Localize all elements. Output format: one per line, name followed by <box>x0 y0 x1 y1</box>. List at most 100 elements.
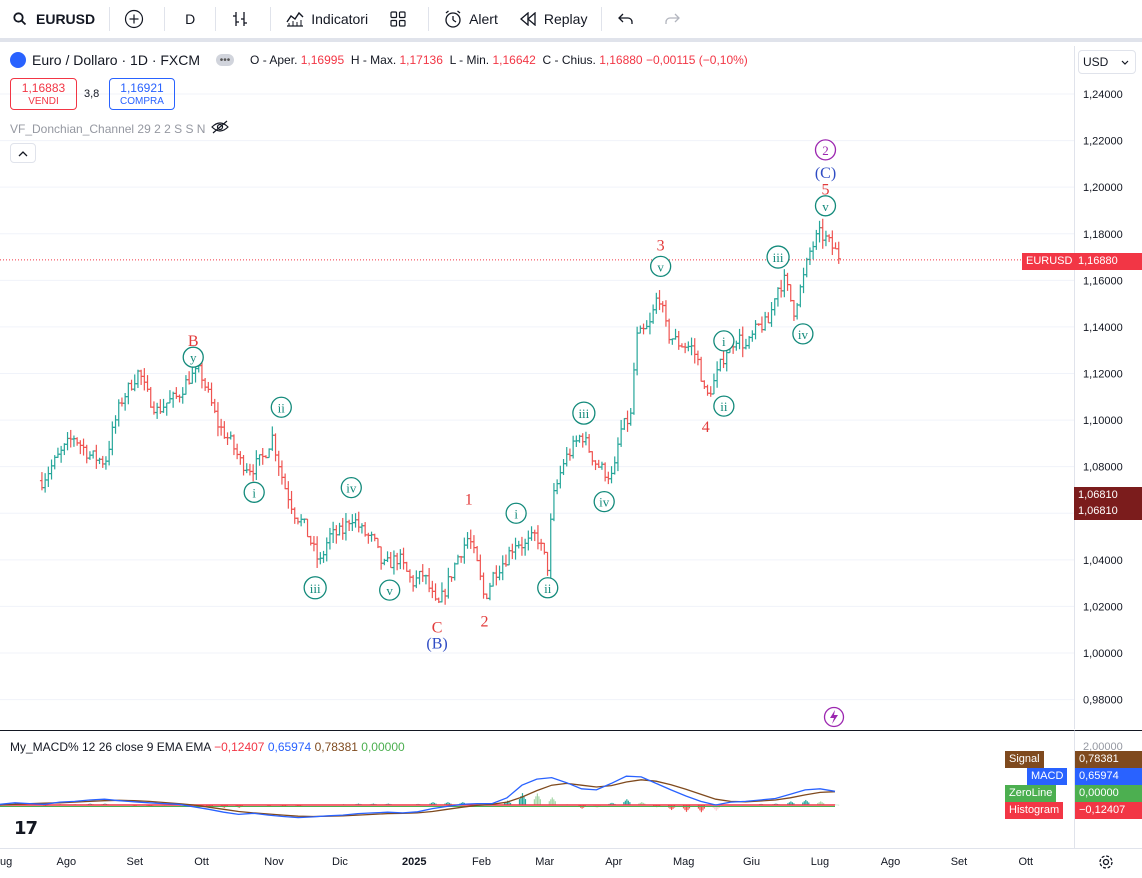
ohlc-bar <box>635 326 640 376</box>
interval-button[interactable]: D <box>169 0 211 40</box>
histogram-bar <box>823 803 825 805</box>
macd-signal-line <box>0 779 836 818</box>
wave-label: 2 <box>481 614 489 631</box>
divider <box>215 7 217 31</box>
histogram-bar <box>612 803 615 805</box>
wave-label-text: C <box>432 619 443 636</box>
price-tick-label: 1,12000 <box>1083 369 1123 381</box>
high-value: 1,17136 <box>399 53 443 67</box>
ohlc-bar <box>439 582 444 603</box>
symbol-search[interactable]: EURUSD <box>0 0 105 40</box>
ohlc-bar <box>833 242 838 250</box>
ohlc-bar <box>718 358 723 372</box>
histogram-bar <box>836 804 838 806</box>
ohlc-bar <box>206 381 211 393</box>
wave-label-text: (B) <box>426 636 447 653</box>
histogram-bar <box>821 802 823 805</box>
ohlc-bar <box>215 402 220 437</box>
collapse-legend-button[interactable] <box>10 143 36 163</box>
plus-circle-icon <box>124 9 144 29</box>
ohlc-bar <box>734 340 739 351</box>
ohlc-bar <box>571 435 576 459</box>
indicators-button[interactable]: Indicatori <box>275 0 378 40</box>
rewind-icon <box>518 9 538 29</box>
settings-gear-icon[interactable] <box>1098 854 1114 875</box>
sell-button[interactable]: 1,16883 VENDI <box>10 78 77 110</box>
legend-more-button[interactable]: ••• <box>216 54 235 66</box>
histogram-bar <box>623 802 625 805</box>
ohlc-bar <box>593 460 598 471</box>
macd-axis[interactable]: 2,00000 Signal 0,78381 MACD 0,65974 ZeroLine… <box>1005 730 1142 848</box>
macd-pane[interactable] <box>0 730 1074 848</box>
time-tick-label: ug <box>0 856 13 868</box>
open-label: O - Aper. <box>250 53 298 67</box>
ohlc-bar <box>609 466 614 484</box>
wave-label-circle <box>572 401 596 425</box>
eye-off-icon[interactable] <box>211 120 230 137</box>
wave-label-text: iii <box>310 581 321 596</box>
ohlc-bar <box>807 247 812 265</box>
ohlc-bar <box>708 386 713 397</box>
macd-tag-name: MACD <box>1027 768 1068 785</box>
histogram-bar <box>699 805 701 811</box>
ohlc-bar <box>587 434 592 453</box>
histogram-bar <box>685 805 688 812</box>
time-tick-label: Apr <box>605 856 623 868</box>
ohlc-bar <box>225 432 230 445</box>
buy-button[interactable]: 1,16921 COMPRA <box>109 78 175 110</box>
wave-label: v <box>379 579 401 601</box>
histogram-bar <box>641 802 643 805</box>
wave-label-text: iv <box>798 327 809 342</box>
symbol-price-tag: EURUSD <box>1022 253 1077 270</box>
histogram-bar <box>518 799 521 805</box>
histogram-bar <box>609 803 612 805</box>
histogram-bar <box>806 801 808 805</box>
tradingview-logo[interactable]: 17 <box>14 818 38 839</box>
ohlc-bar <box>615 437 620 472</box>
time-tick-label: Ago <box>56 856 77 868</box>
price-chart-svg: yBiiiiiiivvC(B)12iiiiiiivv3iii4iiiivv5(C… <box>0 93 1074 701</box>
ohlc-bar <box>654 292 659 314</box>
event-lightning-icon[interactable] <box>823 706 845 733</box>
histogram-bar <box>802 802 804 805</box>
ohlc-bar <box>603 462 608 482</box>
macd-tag-name: Histogram <box>1005 802 1064 819</box>
histogram-bar <box>818 802 820 805</box>
ohlc-bar <box>599 461 604 470</box>
compare-button[interactable] <box>114 0 160 40</box>
ohlc-bar <box>379 546 384 570</box>
low-label: L - Min. <box>449 53 490 67</box>
ohlc-bar <box>235 443 240 460</box>
time-axis[interactable]: ug Ago Set Ott Nov Dic 2025 Feb Mar Apr Mag Giu Lug A… <box>0 848 1142 878</box>
ohlc-bar <box>398 549 403 570</box>
histogram-bar <box>714 805 716 810</box>
wave-label-circle <box>713 330 735 352</box>
ohlc-bar <box>167 390 172 404</box>
undo-button[interactable] <box>606 0 652 40</box>
wave-label: v <box>814 195 837 217</box>
ohlc-bar <box>580 433 585 448</box>
price-axis[interactable]: 1,24000 1,22000 1,20000 1,18000 1,16000 1,140… <box>1074 46 1142 729</box>
ohlc-bar <box>430 580 435 599</box>
price-axis-svg: 1,24000 1,22000 1,20000 1,18000 1,16000 1,140… <box>1083 89 1123 707</box>
replay-button[interactable]: Replay <box>508 0 598 40</box>
ohlc-bar <box>443 588 448 605</box>
divider <box>270 7 272 31</box>
time-tick-label: Lug <box>810 856 830 868</box>
chevron-down-icon <box>1121 51 1129 73</box>
currency-select[interactable]: USD <box>1078 50 1136 74</box>
redo-button[interactable] <box>652 0 698 40</box>
histogram-bar <box>788 802 790 805</box>
chart-type-button[interactable] <box>220 0 266 40</box>
ohlc-bar <box>55 447 60 458</box>
wave-label-circle <box>243 481 265 503</box>
wave-label-circle <box>379 579 401 601</box>
wave-label-text: ii <box>278 400 286 415</box>
alert-button[interactable]: Alert <box>433 0 508 40</box>
ohlc-bar <box>791 299 796 321</box>
wave-label: ii <box>270 396 292 418</box>
ohlc-bar <box>65 432 70 451</box>
histogram-bar <box>523 796 525 805</box>
layouts-button[interactable] <box>378 0 424 40</box>
